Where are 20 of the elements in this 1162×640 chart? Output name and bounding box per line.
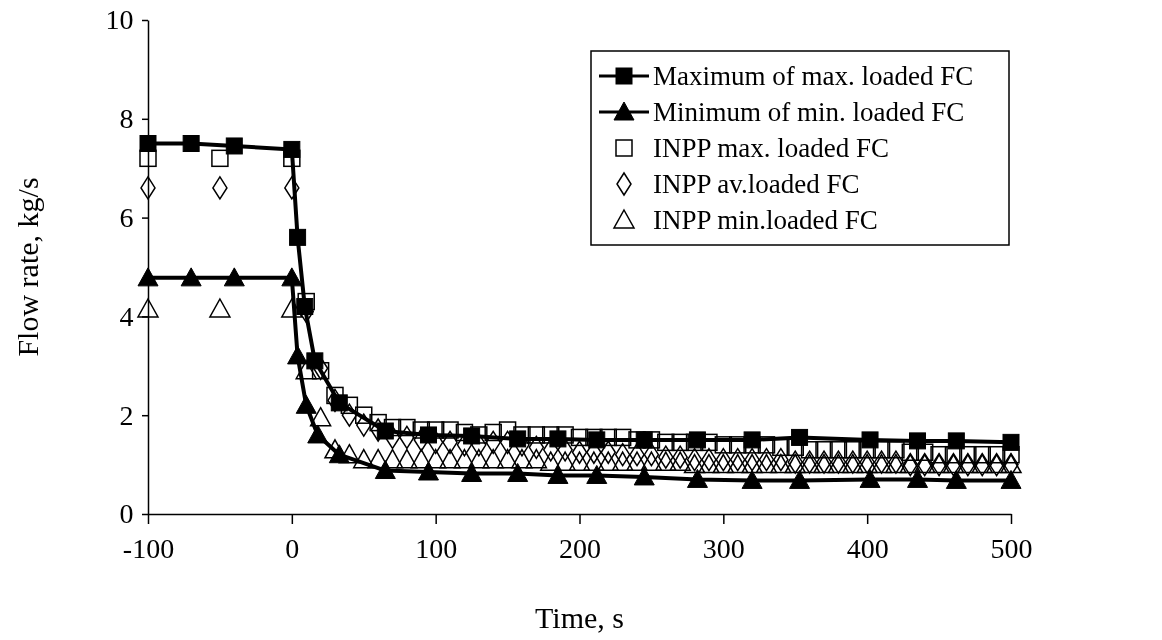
x-tick-label: -100: [122, 532, 175, 564]
legend-label: INPP av.loaded FC: [653, 169, 860, 199]
x-tick-label: 100: [415, 532, 458, 564]
legend-label: INPP min.loaded FC: [653, 205, 878, 235]
y-tick-label: 10: [105, 4, 134, 36]
y-tick-label: 0: [119, 498, 134, 530]
x-tick-label: 200: [559, 532, 601, 564]
x-axis-title: Time, s: [535, 601, 624, 634]
legend-label: Minimum of min. loaded FC: [653, 97, 965, 127]
y-tick-label: 6: [119, 202, 134, 234]
x-tick-label: 500: [990, 532, 1033, 564]
y-tick-label: 2: [119, 399, 134, 431]
legend-label: Maximum of max. loaded FC: [653, 61, 974, 91]
x-tick-label: 0: [285, 532, 300, 564]
y-axis-title: Flow rate, kg/s: [11, 177, 44, 357]
y-tick-label: 8: [119, 103, 134, 135]
legend-label: INPP max. loaded FC: [653, 133, 889, 163]
x-tick-label: 400: [846, 532, 889, 564]
y-tick-label: 4: [119, 300, 134, 332]
x-tick-label: 300: [702, 532, 745, 564]
